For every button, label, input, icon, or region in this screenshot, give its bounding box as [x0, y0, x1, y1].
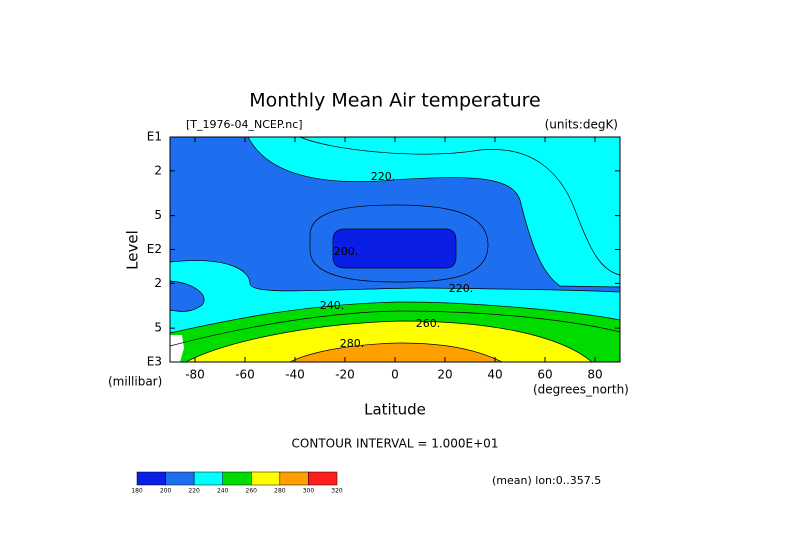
x-tick-label: -20: [335, 368, 355, 382]
units-label: (units:degK): [545, 118, 618, 132]
contour-region: [289, 342, 503, 363]
contour-label: 200.: [334, 245, 359, 258]
y-axis-label: Level: [124, 230, 142, 270]
x-tick-label: 40: [487, 368, 502, 382]
y-tick-label: E1: [147, 130, 162, 144]
x-tick-label: -40: [285, 368, 305, 382]
y-tick-label: 5: [154, 321, 162, 335]
x-tick-label: 80: [587, 368, 602, 382]
contour-label: 240.: [320, 299, 345, 312]
colorbar-label: 300: [303, 488, 315, 495]
colorbar-swatch: [308, 471, 338, 486]
contour-line: [309, 204, 489, 283]
contour-line: [169, 310, 621, 347]
y-tick-label: 2: [154, 276, 162, 290]
colorbar-swatch: [279, 471, 309, 486]
colorbar-swatch: [165, 471, 195, 486]
y-tick-label: 5: [154, 208, 162, 222]
contour-line: [299, 136, 621, 276]
contour-region: [185, 320, 593, 363]
chart-title: Monthly Mean Air temperature: [249, 90, 540, 112]
contour-label: 260.: [416, 317, 441, 330]
colorbar-label: 220: [188, 488, 200, 495]
contour-label: 280.: [340, 337, 365, 350]
colorbar-swatch: [136, 471, 166, 486]
colorbar-label: 240: [217, 488, 229, 495]
colorbar-label: 320: [331, 488, 343, 495]
x-tick-label: 20: [437, 368, 452, 382]
x-tick-label: 0: [391, 368, 399, 382]
x-tick-label: 60: [537, 368, 552, 382]
x-axis-units: (degrees_north): [533, 383, 629, 397]
contour-region: [247, 136, 621, 288]
colorbar-label: 260: [246, 488, 258, 495]
y-tick-label: 2: [154, 163, 162, 177]
contour-label: 220.: [449, 282, 474, 295]
colorbar-label: 200: [160, 488, 172, 495]
x-tick-label: -80: [185, 368, 205, 382]
contour-label: 220.: [371, 170, 396, 183]
contour-note: CONTOUR INTERVAL = 1.000E+01: [292, 437, 499, 451]
colorbar-label: 280: [274, 488, 286, 495]
surface-mask: [170, 335, 184, 362]
x-axis-label: Latitude: [364, 401, 426, 419]
y-tick-label: E2: [147, 242, 162, 256]
colorbar-label: 180: [131, 488, 143, 495]
x-tick-label: -60: [235, 368, 255, 382]
colorbar-swatch: [193, 471, 223, 486]
contour-region: [169, 280, 205, 312]
colorbar-swatch: [251, 471, 281, 486]
contour-region: [332, 228, 457, 269]
y-axis-units: (millibar): [108, 375, 162, 389]
lon-label: (mean) lon:0..357.5: [492, 474, 601, 487]
file-label: [T_1976-04_NCEP.nc]: [186, 118, 303, 131]
colorbar-swatch: [222, 471, 252, 486]
y-tick-label: E3: [147, 355, 162, 369]
